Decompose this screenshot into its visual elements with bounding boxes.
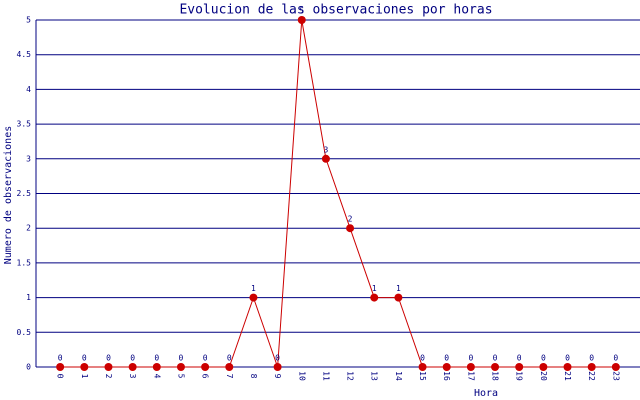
x-tick-label: 18 bbox=[491, 371, 500, 381]
data-point bbox=[587, 363, 596, 371]
data-point bbox=[611, 363, 620, 371]
series-line bbox=[60, 19, 616, 368]
y-tick-label: 4 bbox=[26, 85, 31, 94]
x-tick-label: 1 bbox=[80, 374, 89, 379]
data-label: 1 bbox=[396, 284, 401, 293]
data-point bbox=[249, 293, 258, 302]
x-tick-label: 8 bbox=[249, 374, 258, 379]
x-tick-label: 2 bbox=[104, 374, 113, 379]
data-point bbox=[563, 363, 572, 371]
x-tick-label: 16 bbox=[442, 371, 451, 381]
data-label: 3 bbox=[324, 145, 329, 154]
data-point bbox=[176, 363, 185, 371]
y-tick-label: 1 bbox=[26, 293, 31, 302]
y-tick-label: 3.5 bbox=[17, 120, 32, 129]
data-point bbox=[104, 363, 113, 371]
data-point bbox=[442, 363, 451, 371]
x-tick-label: 17 bbox=[466, 371, 475, 381]
data-point bbox=[297, 16, 306, 24]
y-tick-label: 3 bbox=[26, 154, 31, 163]
x-tick-label: 11 bbox=[321, 371, 330, 381]
x-tick-label: 22 bbox=[587, 371, 596, 381]
data-point bbox=[418, 363, 427, 371]
y-tick-label: 4.5 bbox=[17, 50, 32, 59]
data-label: 0 bbox=[493, 354, 498, 363]
data-point bbox=[56, 363, 65, 371]
x-tick-label: 7 bbox=[225, 374, 234, 379]
data-point bbox=[394, 293, 403, 302]
data-point bbox=[201, 363, 210, 371]
data-label: 0 bbox=[613, 354, 618, 363]
x-tick-label: 9 bbox=[273, 374, 282, 379]
data-point bbox=[152, 363, 161, 371]
data-label: 0 bbox=[130, 354, 135, 363]
y-tick-label: 2.5 bbox=[17, 189, 32, 198]
data-point bbox=[515, 363, 524, 371]
data-label: 0 bbox=[154, 354, 159, 363]
x-axis-title: Hora bbox=[474, 388, 498, 399]
x-tick-label: 13 bbox=[370, 371, 379, 381]
x-tick-label: 23 bbox=[611, 371, 620, 381]
data-point bbox=[539, 363, 548, 371]
chart-title: Evolucion de las observaciones por horas bbox=[179, 3, 492, 18]
data-label: 5 bbox=[299, 7, 304, 16]
y-tick-label: 2 bbox=[26, 224, 31, 233]
data-label: 0 bbox=[517, 354, 522, 363]
data-label: 0 bbox=[82, 354, 87, 363]
y-axis-title: Numero de observaciones bbox=[3, 126, 14, 264]
data-label: 0 bbox=[589, 354, 594, 363]
x-tick-label: 19 bbox=[515, 371, 524, 381]
data-label: 0 bbox=[468, 354, 473, 363]
data-point bbox=[273, 363, 282, 371]
x-tick-label: 6 bbox=[201, 374, 210, 379]
data-label: 0 bbox=[227, 354, 232, 363]
y-tick-label: 1.5 bbox=[17, 258, 32, 267]
data-label: 2 bbox=[348, 215, 353, 224]
data-point bbox=[225, 363, 234, 371]
data-point bbox=[321, 154, 330, 163]
data-point bbox=[466, 363, 475, 371]
y-tick-label: 5 bbox=[26, 16, 31, 25]
x-tick-label: 14 bbox=[394, 371, 403, 381]
data-label: 0 bbox=[444, 354, 449, 363]
x-tick-label: 21 bbox=[563, 371, 572, 381]
data-label: 1 bbox=[251, 284, 256, 293]
data-point bbox=[491, 363, 500, 371]
x-tick-label: 12 bbox=[346, 371, 355, 381]
data-label: 0 bbox=[541, 354, 546, 363]
x-tick-label: 4 bbox=[152, 374, 161, 379]
x-tick-label: 15 bbox=[418, 371, 427, 381]
data-label: 0 bbox=[58, 354, 63, 363]
data-label: 0 bbox=[565, 354, 570, 363]
y-tick-label: 0.5 bbox=[17, 328, 32, 337]
data-label: 0 bbox=[179, 354, 184, 363]
x-tick-label: 10 bbox=[297, 371, 306, 381]
data-label: 0 bbox=[106, 354, 111, 363]
data-point bbox=[370, 293, 379, 302]
data-label: 0 bbox=[203, 354, 208, 363]
data-label: 0 bbox=[420, 354, 425, 363]
data-point bbox=[80, 363, 89, 371]
x-tick-label: 0 bbox=[56, 374, 65, 379]
x-tick-label: 3 bbox=[128, 374, 137, 379]
data-point bbox=[128, 363, 137, 371]
x-tick-label: 5 bbox=[176, 374, 185, 379]
x-tick-label: 20 bbox=[539, 371, 548, 381]
data-label: 1 bbox=[372, 284, 377, 293]
data-point bbox=[346, 224, 355, 233]
y-tick-label: 0 bbox=[26, 363, 31, 372]
data-label: 0 bbox=[275, 354, 280, 363]
